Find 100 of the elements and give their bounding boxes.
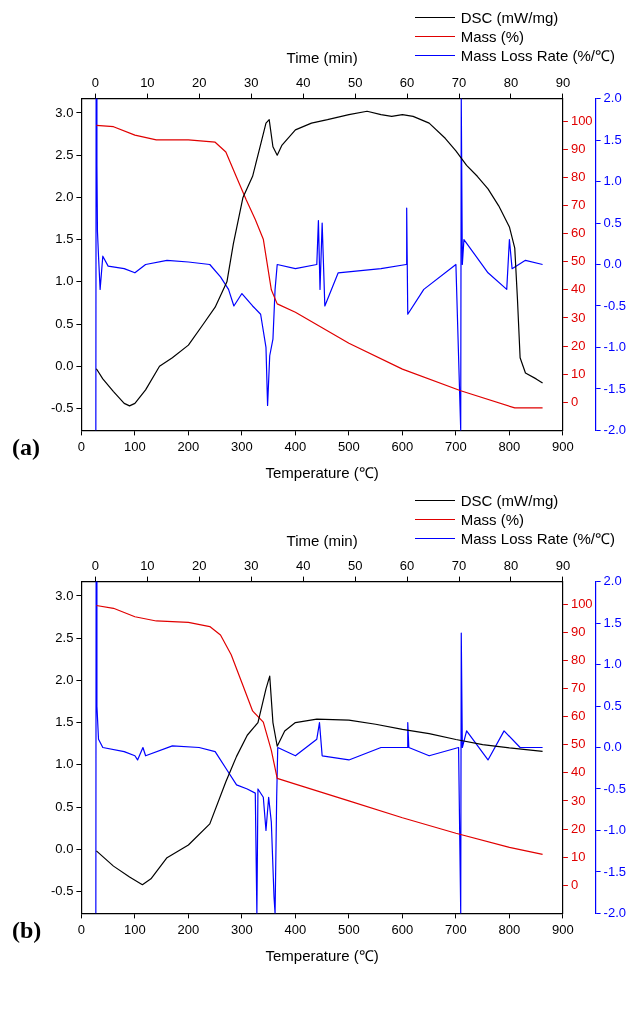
y3-tick-label: -1.5 <box>603 863 627 879</box>
legend-label: DSC (mW/mg) <box>460 8 559 27</box>
y-tick-label: 0.0 <box>55 840 74 856</box>
y2-tick-label: 50 <box>570 253 586 269</box>
y3-tick-label: -1.0 <box>603 822 627 838</box>
y-tick-label: 0.0 <box>55 357 74 373</box>
x-tick-label: 200 <box>177 438 200 454</box>
y-tick-label: 3.0 <box>55 587 74 603</box>
x-tick-label: 300 <box>231 921 253 937</box>
y2-tick-label: 60 <box>570 225 586 241</box>
y2-tick-label: 40 <box>570 281 586 297</box>
x2-tick-label: 90 <box>555 558 571 574</box>
x2-tick-label: 20 <box>192 558 207 574</box>
x-tick-label: 0 <box>77 921 86 937</box>
x2-tick-label: 90 <box>555 75 571 91</box>
y2-tick-label: 60 <box>570 708 586 724</box>
y2-tick-label: 50 <box>570 736 586 752</box>
y3-tick-label: 0.0 <box>603 739 622 755</box>
y3-tick-label: -1.5 <box>603 380 627 396</box>
x2-tick-label: 60 <box>399 75 415 91</box>
x-tick-label: 100 <box>124 921 146 937</box>
y-tick-label: 1.5 <box>55 231 74 247</box>
x-tick-label: 100 <box>124 438 146 454</box>
y-tick-label: 3.0 <box>55 104 74 120</box>
y-tick-label: 1.0 <box>55 756 74 772</box>
x-tick-label: 400 <box>284 921 307 937</box>
y2-tick-label: 10 <box>570 365 586 381</box>
x2-tick-label: 70 <box>451 558 467 574</box>
y2-tick-label: 0 <box>570 393 579 409</box>
x2-tick-label: 30 <box>244 75 259 91</box>
x-tick-label: 900 <box>552 921 574 937</box>
y3-tick-label: -2.0 <box>603 421 627 437</box>
x-tick-label: 300 <box>231 438 253 454</box>
y3-tick-label: 0.5 <box>603 214 622 230</box>
x-tick-label: 800 <box>498 921 521 937</box>
y2-tick-label: 100 <box>570 595 593 611</box>
x2-tick-label: 70 <box>451 75 467 91</box>
x2-tick-label: 60 <box>399 558 415 574</box>
y3-tick-label: 1.5 <box>603 614 622 630</box>
y3-tick-label: -0.5 <box>603 780 627 796</box>
x2-tick-label: 10 <box>140 75 155 91</box>
y3-tick-label: 2.0 <box>603 90 622 106</box>
x-tick-label: 0 <box>77 438 86 454</box>
y2-tick-label: 80 <box>570 168 586 184</box>
y-tick-label: -0.5 <box>50 883 74 899</box>
x2-tick-label: 20 <box>192 75 207 91</box>
y2-tick-label: 10 <box>570 848 586 864</box>
x2-axis-title: Time (min) <box>286 49 358 67</box>
y2-tick-label: 20 <box>570 820 586 836</box>
x-tick-label: 700 <box>445 921 467 937</box>
x-tick-label: 800 <box>498 438 521 454</box>
x2-tick-label: 80 <box>503 558 519 574</box>
x2-tick-label: 50 <box>347 558 363 574</box>
y3-tick-label: -0.5 <box>603 297 627 313</box>
legend-label: Mass Loss Rate (%/℃) <box>460 529 615 548</box>
legend-label: Mass Loss Rate (%/℃) <box>460 46 615 65</box>
y3-tick-label: -1.0 <box>603 339 627 355</box>
y2-tick-label: 90 <box>570 140 586 156</box>
x2-tick-label: 0 <box>91 558 100 574</box>
y2-tick-label: 30 <box>570 309 586 325</box>
y-tick-label: 1.0 <box>55 273 74 289</box>
x-axis-title: Temperature (℃) <box>265 947 379 965</box>
text: (a) <box>12 434 40 461</box>
legend-label: Mass (%) <box>460 27 525 46</box>
x-tick-label: 200 <box>177 921 200 937</box>
x-tick-label: 500 <box>338 438 360 454</box>
y3-tick-label: 0.5 <box>603 697 622 713</box>
y-tick-label: 0.5 <box>55 798 74 814</box>
x2-tick-label: 10 <box>140 558 155 574</box>
x-tick-label: 500 <box>338 921 360 937</box>
x2-tick-label: 50 <box>347 75 363 91</box>
y-tick-label: 2.5 <box>55 629 74 645</box>
x-tick-label: 400 <box>284 438 307 454</box>
y2-tick-label: 90 <box>570 623 586 639</box>
x2-tick-label: 30 <box>244 558 259 574</box>
x2-tick-label: 40 <box>295 75 311 91</box>
y-tick-label: 2.5 <box>55 146 74 162</box>
x-axis-title: Temperature (℃) <box>265 464 379 482</box>
y2-tick-label: 20 <box>570 337 586 353</box>
y-tick-label: -0.5 <box>50 400 74 416</box>
y-tick-label: 2.0 <box>55 188 74 204</box>
y2-tick-label: 100 <box>570 112 593 128</box>
x2-tick-label: 80 <box>503 75 519 91</box>
y2-tick-label: 40 <box>570 764 586 780</box>
y-tick-label: 1.5 <box>55 714 74 730</box>
x2-axis-title: Time (min) <box>286 532 358 550</box>
legend-label: Mass (%) <box>460 510 525 529</box>
y2-tick-label: 30 <box>570 792 586 808</box>
x-tick-label: 700 <box>445 438 467 454</box>
y3-tick-label: 2.0 <box>603 573 622 589</box>
x-tick-label: 600 <box>391 438 414 454</box>
y3-tick-label: -2.0 <box>603 904 627 920</box>
x2-tick-label: 40 <box>295 558 311 574</box>
text: (b) <box>12 917 42 944</box>
y3-tick-label: 1.5 <box>603 131 622 147</box>
y2-tick-label: 70 <box>570 680 586 696</box>
y3-tick-label: 1.0 <box>603 173 622 189</box>
y3-tick-label: 0.0 <box>603 256 622 272</box>
y2-tick-label: 0 <box>570 876 579 892</box>
y3-tick-label: 1.0 <box>603 656 622 672</box>
